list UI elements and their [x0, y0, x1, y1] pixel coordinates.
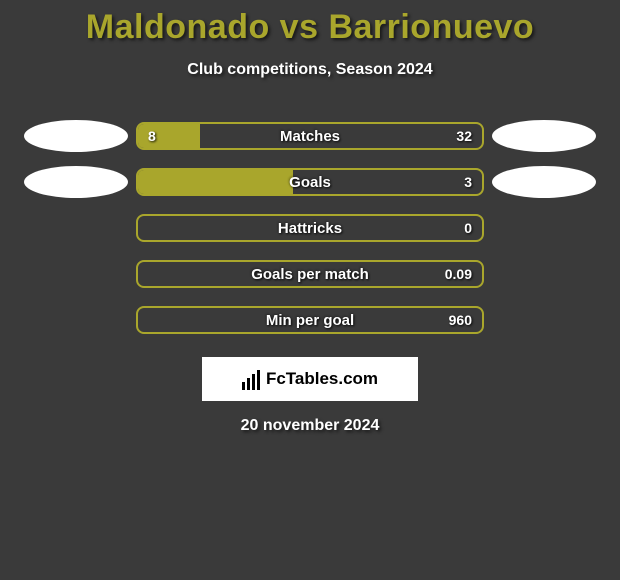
stat-value-right: 0.09 [445, 262, 472, 286]
brand-badge: FcTables.com [202, 357, 418, 401]
stats-rows: 8Matches32 Goals3 Hattricks0 Goals per matc… [0, 113, 620, 343]
stat-label: Goals per match [138, 262, 482, 286]
stat-bar: Goals per match0.09 [136, 260, 484, 288]
brand-text: FcTables.com [266, 369, 378, 389]
page-title: Maldonado vs Barrionuevo [0, 0, 620, 47]
avatar-spacer [492, 304, 596, 336]
avatar-spacer [24, 304, 128, 336]
avatar-right [492, 166, 596, 198]
bar-fill-left [138, 170, 293, 194]
avatar-spacer [24, 258, 128, 290]
subtitle: Club competitions, Season 2024 [0, 61, 620, 79]
stat-row: Goals per match0.09 [0, 251, 620, 297]
bar-fill-left [138, 124, 200, 148]
avatar-spacer [24, 212, 128, 244]
stat-label: Hattricks [138, 216, 482, 240]
stat-bar: Hattricks0 [136, 214, 484, 242]
date-line: 20 november 2024 [0, 417, 620, 435]
stat-row: Min per goal960 [0, 297, 620, 343]
stat-label: Min per goal [138, 308, 482, 332]
stat-value-right: 960 [449, 308, 472, 332]
stat-bar: Min per goal960 [136, 306, 484, 334]
stat-row: Goals3 [0, 159, 620, 205]
avatar-right [492, 120, 596, 152]
stat-value-right: 32 [456, 124, 472, 148]
stat-value-right: 0 [464, 216, 472, 240]
stat-bar: 8Matches32 [136, 122, 484, 150]
avatar-spacer [492, 212, 596, 244]
stat-row: Hattricks0 [0, 205, 620, 251]
avatar-left [24, 166, 128, 198]
stat-bar: Goals3 [136, 168, 484, 196]
avatar-spacer [492, 258, 596, 290]
stat-value-right: 3 [464, 170, 472, 194]
avatar-left [24, 120, 128, 152]
bar-chart-icon [242, 368, 260, 390]
stat-row: 8Matches32 [0, 113, 620, 159]
